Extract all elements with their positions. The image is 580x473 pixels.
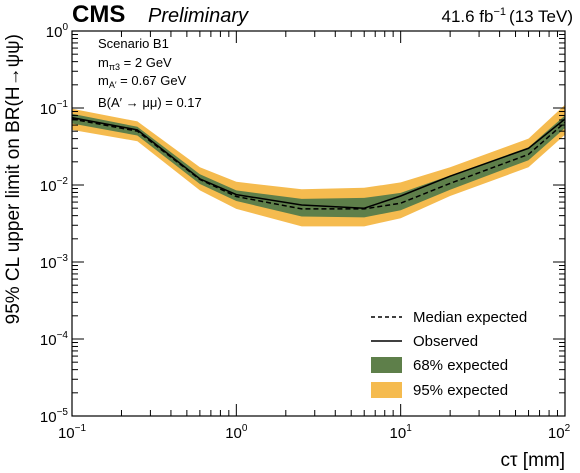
- band-68-expected: [72, 113, 565, 218]
- mpi-label: mπ3 = 2 GeV: [98, 55, 172, 72]
- y-tick-label: 10−4: [40, 330, 69, 349]
- legend-median-label: Median expected: [413, 309, 527, 326]
- band-95-expected: [72, 104, 565, 227]
- energy-label: (13 TeV): [509, 7, 573, 26]
- legend: Median expected Observed 68% expected 95…: [371, 309, 527, 399]
- scenario-label: Scenario B1: [98, 36, 169, 51]
- luminosity-label: 41.6 fb−1 (13 TeV): [442, 6, 574, 26]
- ma-label: mA′ = 0.67 GeV: [98, 73, 187, 90]
- legend-95-label: 95% expected: [413, 382, 508, 399]
- y-axis-label: 95% CL upper limit on BR(H→ψψ): [3, 34, 24, 324]
- mpi-subscript: π3: [109, 62, 120, 72]
- observed-line: [71, 116, 566, 209]
- preliminary-label: Preliminary: [148, 5, 249, 27]
- legend-68-swatch: [371, 357, 402, 373]
- x-tick-label: 102: [548, 423, 571, 442]
- ma-subscript: A′: [109, 80, 117, 90]
- x-tick-label: 101: [390, 423, 413, 442]
- mpi-value: = 2 GeV: [120, 55, 172, 70]
- mpi-symbol: m: [98, 55, 109, 70]
- plot-frame: [71, 30, 566, 417]
- y-tick-label: 10−1: [40, 99, 69, 118]
- y-tick-label: 10−3: [40, 253, 69, 272]
- y-tick-label: 10−5: [40, 407, 69, 426]
- info-block: Scenario B1 mπ3 = 2 GeV mA′ = 0.67 GeV B…: [98, 36, 202, 110]
- legend-68-label: 68% expected: [413, 357, 508, 374]
- x-tick-label: 100: [225, 423, 248, 442]
- br-label: B(A′ → μμ) = 0.17: [98, 95, 202, 110]
- legend-observed-label: Observed: [413, 333, 478, 350]
- x-tick-label: 10−1: [58, 423, 87, 442]
- luminosity-exponent: −1: [494, 6, 507, 18]
- x-axis-label: cτ [mm]: [501, 450, 566, 471]
- y-tick-label: 100: [46, 22, 69, 41]
- legend-95-swatch: [371, 382, 402, 398]
- cms-label: CMS: [72, 1, 125, 28]
- ma-value: = 0.67 GeV: [117, 73, 187, 88]
- y-tick-label: 10−2: [40, 176, 69, 195]
- ma-symbol: m: [98, 73, 109, 88]
- luminosity-value: 41.6 fb: [442, 7, 494, 26]
